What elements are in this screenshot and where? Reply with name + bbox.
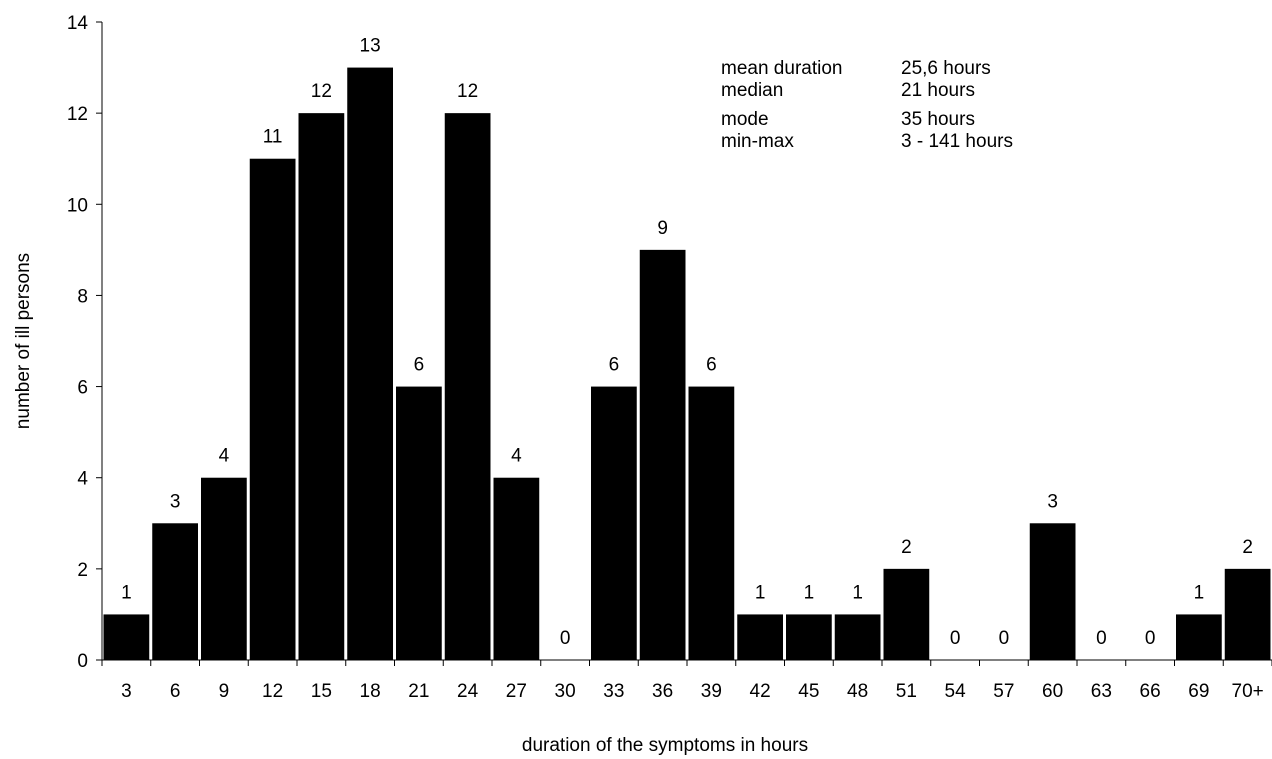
data-label: 1 xyxy=(121,582,132,603)
x-tick-label: 54 xyxy=(945,681,967,702)
x-tick-label: 30 xyxy=(555,681,576,702)
bar xyxy=(688,386,735,660)
data-label: 1 xyxy=(1194,582,1205,603)
data-label: 3 xyxy=(170,491,181,512)
bar xyxy=(493,477,540,660)
x-tick-label: 70+ xyxy=(1232,681,1264,702)
bar xyxy=(1029,523,1076,660)
x-tick-label: 42 xyxy=(750,681,771,702)
stat-row-mode: mode 35 hours xyxy=(721,109,1013,131)
bar xyxy=(591,386,637,660)
data-label: 4 xyxy=(219,446,230,467)
bar xyxy=(1224,568,1271,660)
x-tick-label: 60 xyxy=(1042,681,1063,702)
bar xyxy=(103,614,150,660)
y-tick-label: 10 xyxy=(67,195,88,216)
x-tick-label: 12 xyxy=(262,681,283,702)
data-label: 11 xyxy=(263,127,283,148)
bar xyxy=(737,614,783,660)
x-tick-label: 27 xyxy=(506,681,527,702)
data-label: 6 xyxy=(706,355,717,376)
y-tick-label: 12 xyxy=(67,104,88,125)
data-label: 2 xyxy=(1242,537,1253,558)
data-label: 1 xyxy=(852,582,863,603)
y-axis: 0 2 4 6 8 10 12 14 xyxy=(67,13,103,672)
bar xyxy=(786,614,832,660)
x-tick-label: 45 xyxy=(798,681,819,702)
x-tick-label: 33 xyxy=(603,681,624,702)
x-tick-label: 36 xyxy=(652,681,673,702)
bar xyxy=(152,523,198,660)
data-label: 0 xyxy=(560,628,571,649)
bar xyxy=(396,386,442,660)
bar xyxy=(249,158,296,660)
x-tick-label: 51 xyxy=(896,681,917,702)
x-tick-label: 15 xyxy=(311,681,332,702)
stat-row-min-max: min-max 3 - 141 hours xyxy=(721,131,1013,153)
x-axis-label: duration of the symptoms in hours xyxy=(522,735,808,756)
x-tick-label: 6 xyxy=(170,681,181,702)
x-tick-label: 21 xyxy=(408,681,429,702)
stat-value: 3 - 141 hours xyxy=(901,131,1013,152)
y-tick-label: 6 xyxy=(77,378,88,399)
stat-row-mean: mean duration 25,6 hours xyxy=(721,58,1013,80)
bar xyxy=(1176,614,1222,660)
bar xyxy=(883,568,930,660)
data-label: 9 xyxy=(657,218,668,239)
y-tick-label: 2 xyxy=(77,560,88,581)
bar xyxy=(201,477,247,660)
y-tick-label: 0 xyxy=(77,651,88,672)
x-tick-label: 57 xyxy=(993,681,1014,702)
stat-label: min-max xyxy=(721,131,794,152)
bar xyxy=(298,113,345,660)
x-tick-label: 39 xyxy=(701,681,722,702)
data-label: 1 xyxy=(755,582,766,603)
data-label: 1 xyxy=(804,582,815,603)
x-tick-label: 3 xyxy=(121,681,132,702)
stat-value: 21 hours xyxy=(901,80,975,101)
x-tick-label: 63 xyxy=(1091,681,1112,702)
x-tick-label: 9 xyxy=(219,681,230,702)
data-label: 0 xyxy=(950,628,961,649)
x-tick-label: 48 xyxy=(847,681,868,702)
y-tick-label: 8 xyxy=(77,286,88,307)
data-label: 4 xyxy=(511,446,522,467)
data-label: 12 xyxy=(457,81,478,102)
data-label: 0 xyxy=(999,628,1010,649)
bar xyxy=(347,67,393,661)
stat-label: mode xyxy=(721,109,769,130)
x-tick-label: 24 xyxy=(457,681,479,702)
stat-row-median: median 21 hours xyxy=(721,80,1013,102)
data-label: 6 xyxy=(414,355,425,376)
x-tick-label: 18 xyxy=(360,681,381,702)
y-axis-label: number of ill persons xyxy=(13,253,34,429)
bar xyxy=(639,249,686,660)
x-tick-label: 69 xyxy=(1188,681,1209,702)
data-label: 0 xyxy=(1145,628,1156,649)
data-label: 13 xyxy=(360,36,381,57)
data-label: 0 xyxy=(1096,628,1107,649)
bar xyxy=(444,113,491,660)
y-tick-label: 14 xyxy=(67,13,89,34)
bars xyxy=(103,67,1271,661)
data-label: 6 xyxy=(609,355,620,376)
summary-statistics: mean duration 25,6 hours median 21 hours… xyxy=(721,58,1013,153)
data-label: 2 xyxy=(901,537,912,558)
x-tick-label: 66 xyxy=(1140,681,1161,702)
data-label: 12 xyxy=(311,81,332,102)
stat-value: 25,6 hours xyxy=(901,58,991,79)
data-label: 3 xyxy=(1047,491,1058,512)
bar xyxy=(834,614,881,660)
y-tick-label: 4 xyxy=(77,469,88,490)
stat-label: median xyxy=(721,80,784,101)
stat-value: 35 hours xyxy=(901,109,975,130)
stat-label: mean duration xyxy=(721,58,843,79)
x-axis: 3 6 9 12 15 18 21 24 27 30 33 36 39 42 45 48 51 54 57 60 63 6… xyxy=(101,659,1272,702)
